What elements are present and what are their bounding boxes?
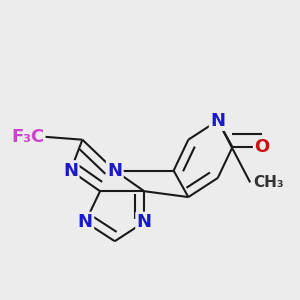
Text: N: N [210,112,225,130]
Text: N: N [63,162,78,180]
Text: F₃C: F₃C [11,128,44,146]
Text: CH₃: CH₃ [253,175,284,190]
Text: N: N [78,213,93,231]
Text: N: N [107,162,122,180]
Text: O: O [254,138,269,156]
Text: N: N [137,213,152,231]
